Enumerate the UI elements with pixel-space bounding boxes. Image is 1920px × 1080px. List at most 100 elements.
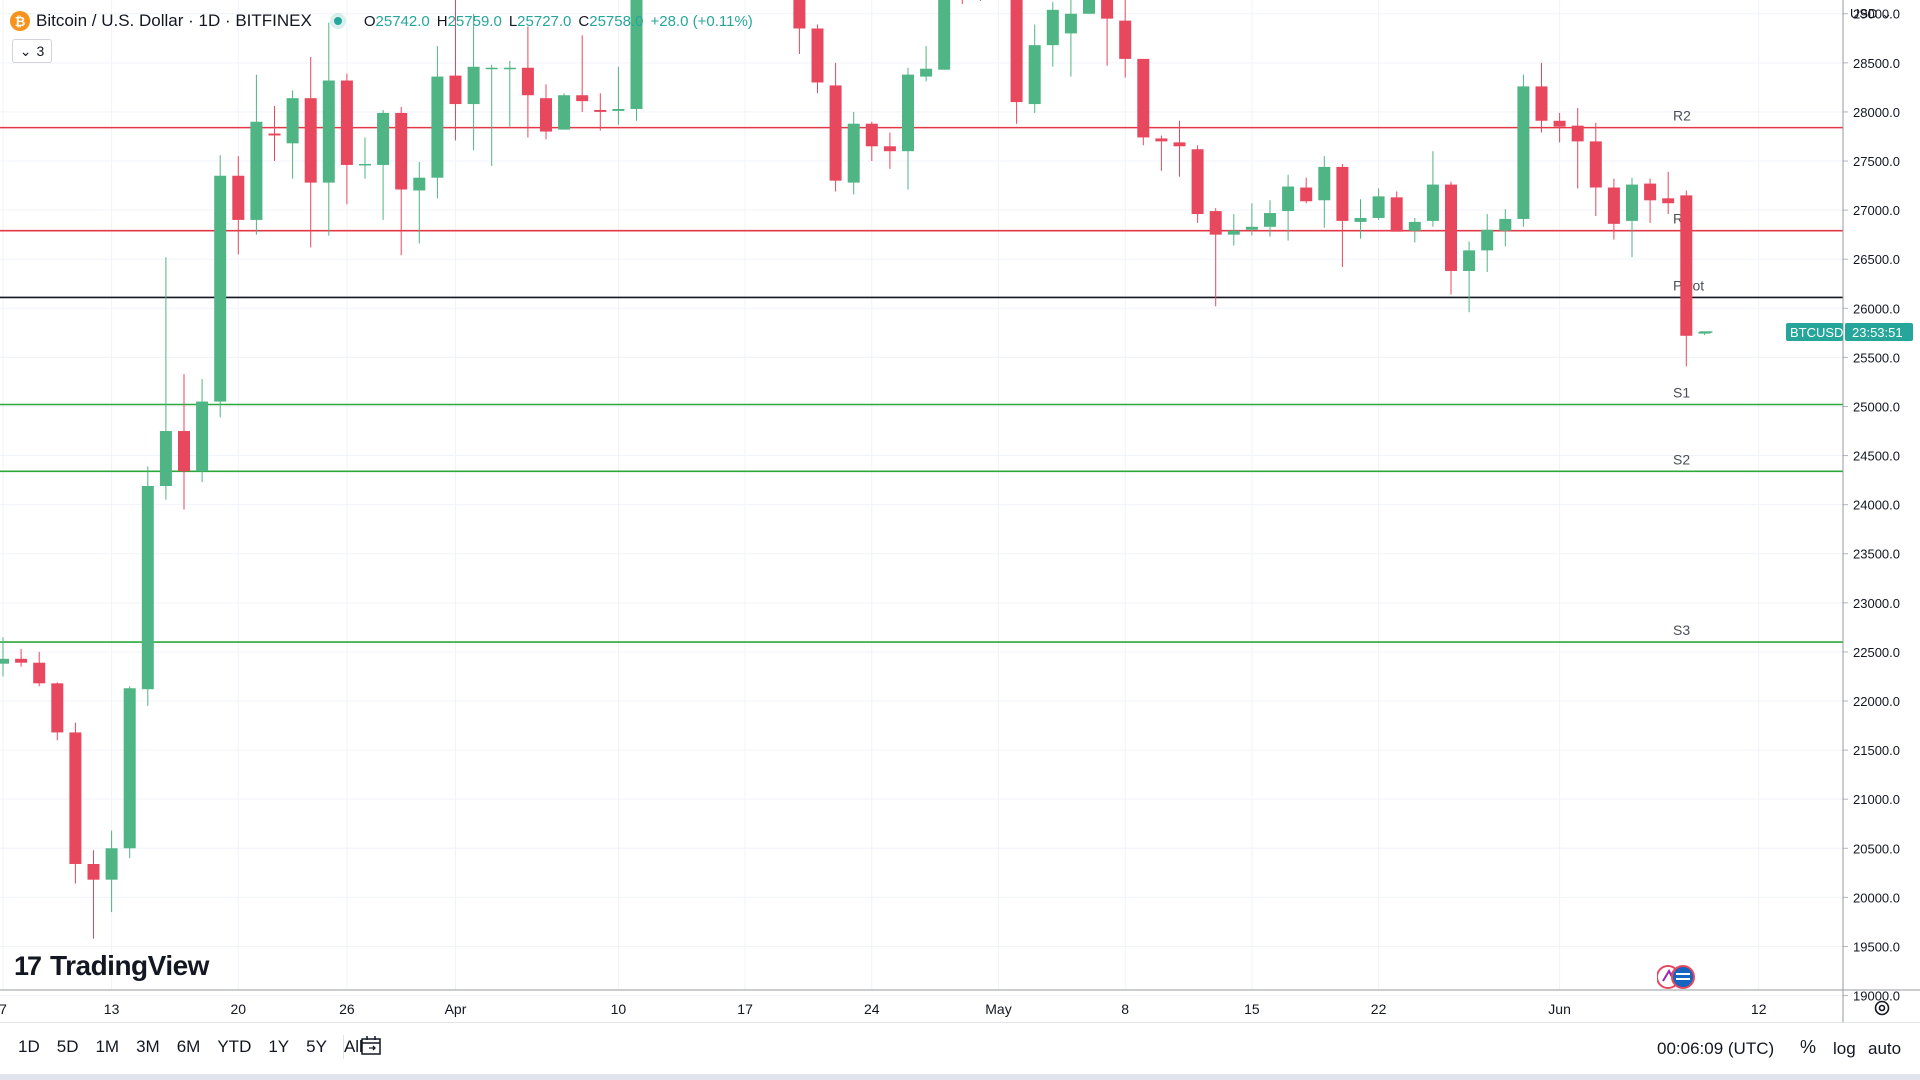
price-tick-label: 23000.0 xyxy=(1853,596,1900,611)
price-tick-label: 26000.0 xyxy=(1853,301,1900,316)
candle-body xyxy=(340,80,353,165)
candlestick-series xyxy=(0,0,1711,939)
candle-body xyxy=(811,28,824,83)
candle-body xyxy=(105,848,118,880)
candle-body xyxy=(793,0,806,29)
price-tick-label: 28000.0 xyxy=(1853,105,1900,120)
date-tick-label: 15 xyxy=(1244,1001,1260,1017)
candle-body xyxy=(1300,187,1313,202)
range-button-1d[interactable]: 1D xyxy=(18,1037,40,1056)
candle-body xyxy=(1662,198,1675,204)
candle-body xyxy=(1318,166,1331,201)
range-button-6m[interactable]: 6M xyxy=(176,1037,201,1056)
tradingview-logo[interactable]: 17 TradingView xyxy=(14,950,209,982)
candle-body xyxy=(920,68,933,77)
candle-body xyxy=(250,121,263,220)
candle-body xyxy=(69,732,82,864)
candle-body xyxy=(178,431,190,472)
countdown-tag-bg xyxy=(1845,323,1913,342)
candle-body xyxy=(1698,332,1711,334)
candle-body xyxy=(503,67,516,70)
candle-body xyxy=(1499,218,1512,231)
candle-body xyxy=(413,177,426,191)
high-value: 25759.0 xyxy=(447,12,502,30)
candle-body xyxy=(15,658,28,663)
candle-body xyxy=(1372,196,1385,218)
date-tick-label: 26 xyxy=(339,1001,355,1017)
candle-body xyxy=(540,98,552,132)
utc-clock[interactable]: 00:06:09 (UTC) xyxy=(1657,1039,1775,1058)
candle-body xyxy=(1644,183,1657,201)
candle-body xyxy=(1553,120,1566,127)
currency-selector[interactable]: USD ⌄ xyxy=(1850,6,1892,21)
candle-body xyxy=(1517,86,1530,219)
indicator-count: 3 xyxy=(36,43,45,59)
candle-body xyxy=(322,80,335,183)
candle-body xyxy=(1137,58,1150,138)
range-button-1y[interactable]: 1Y xyxy=(268,1037,290,1056)
range-button-1m[interactable]: 1M xyxy=(95,1037,120,1056)
price-tick-label: 28500.0 xyxy=(1853,56,1900,71)
symbol-tag-label: BTCUSD xyxy=(1790,325,1843,340)
change-value: +28.0 (+0.11%) xyxy=(650,12,753,30)
events-icon[interactable] xyxy=(1657,963,1697,993)
indicators-toggle-button[interactable]: ⌄ 3 xyxy=(12,39,52,63)
candle-body xyxy=(359,163,371,166)
date-tick-label: Apr xyxy=(445,1001,467,1017)
candle-body xyxy=(521,67,534,96)
candle-body xyxy=(1119,20,1132,59)
range-button-3m[interactable]: 3M xyxy=(136,1037,160,1056)
candle-body xyxy=(1535,86,1548,121)
candle-body xyxy=(1209,211,1222,235)
logo-text: TradingView xyxy=(50,950,209,981)
candle-body xyxy=(1028,45,1041,105)
range-button-ytd[interactable]: YTD xyxy=(217,1037,252,1056)
candle-body xyxy=(431,76,444,178)
candle-body xyxy=(1571,125,1584,142)
price-tick-label: 21500.0 xyxy=(1853,743,1900,758)
price-tick-label: 27000.0 xyxy=(1853,203,1900,218)
bottom-toolbar: 1D 5D 1M 3M 6M YTD 1Y 5Y All 00:06:09 (UTC) % lo… xyxy=(0,1022,1920,1079)
range-button-all[interactable]: All xyxy=(343,1037,363,1056)
tradingview-mark-icon: 17 xyxy=(14,950,42,981)
candle-body xyxy=(1336,166,1349,221)
candle-body xyxy=(630,0,643,109)
market-status-icon[interactable] xyxy=(333,17,342,25)
symbol-title[interactable]: Bitcoin / U.S. Dollar · 1D · BITFINEX xyxy=(36,11,312,30)
range-button-5y[interactable]: 5Y xyxy=(306,1037,327,1056)
date-tick-label: 17 xyxy=(737,1001,753,1017)
candle-body xyxy=(1245,226,1258,230)
candle-body xyxy=(1408,221,1421,231)
symbol-tag-bg xyxy=(1786,323,1843,342)
candle-body xyxy=(1173,142,1186,147)
date-tick-label: Jun xyxy=(1548,1001,1571,1017)
level-label-r2: R2 xyxy=(1673,108,1691,124)
date-tick-label: May xyxy=(985,1001,1011,1017)
range-button-5d[interactable]: 5D xyxy=(56,1037,79,1056)
candle-body xyxy=(395,112,408,190)
window-bottom-edge xyxy=(0,1074,1920,1080)
candle-body xyxy=(1282,186,1295,212)
candle-body xyxy=(1227,230,1240,235)
go-to-date-icon[interactable] xyxy=(360,1035,384,1057)
open-value: 25742.0 xyxy=(375,12,430,30)
candle-body xyxy=(141,485,154,690)
price-tick-label: 21000.0 xyxy=(1853,792,1900,807)
chart-grid xyxy=(0,0,1843,997)
candle-body xyxy=(232,175,245,220)
log-scale-toggle[interactable]: log xyxy=(1833,1039,1856,1058)
candle-body xyxy=(1626,184,1638,221)
percent-scale-toggle[interactable]: % xyxy=(1800,1037,1817,1057)
bitcoin-icon: ₿ xyxy=(10,11,30,31)
chevron-down-icon: ⌄ xyxy=(1877,6,1892,21)
auto-scale-toggle[interactable]: auto xyxy=(1868,1039,1902,1058)
candle-body xyxy=(449,75,462,105)
settings-gear-icon[interactable] xyxy=(1872,998,1892,1018)
candle-body xyxy=(1390,197,1403,232)
candle-body xyxy=(1101,0,1114,19)
candle-body xyxy=(938,0,951,70)
candle-body xyxy=(576,95,589,102)
candle-body xyxy=(1445,184,1457,271)
candle-body xyxy=(0,658,9,664)
